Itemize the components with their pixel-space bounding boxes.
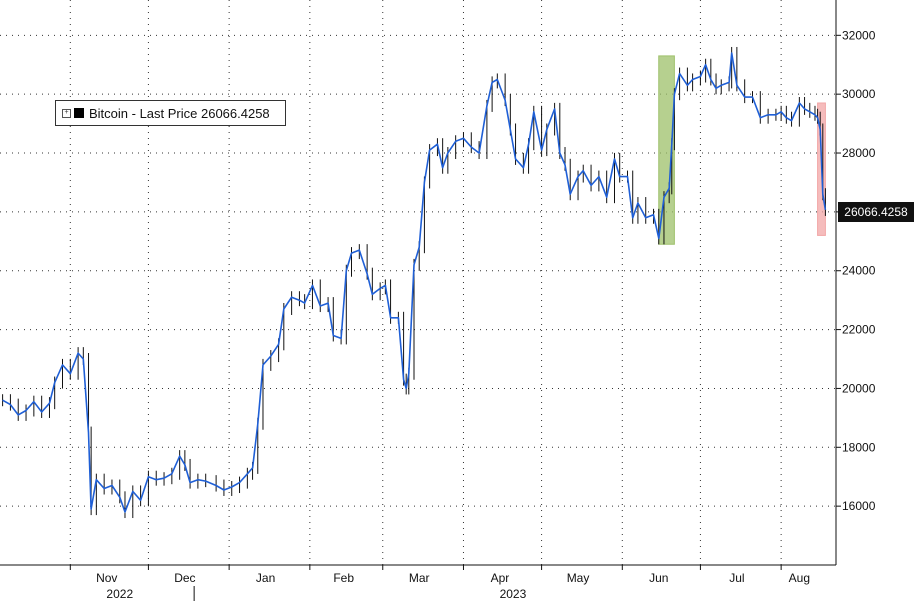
x-month-label: Dec <box>174 571 195 585</box>
price-line <box>2 52 827 513</box>
legend-expand-icon[interactable]: + <box>62 108 71 118</box>
x-month-label: May <box>567 571 590 585</box>
x-month-label: Jul <box>729 571 744 585</box>
y-tick-label: 18000 <box>842 440 876 454</box>
x-month-label: Aug <box>789 571 810 585</box>
y-tick-label: 22000 <box>842 323 876 337</box>
series-bitcoin <box>2 46 827 519</box>
x-month-label: Jun <box>649 571 668 585</box>
x-year-label: 2022 <box>106 587 133 601</box>
y-tick-label: 30000 <box>842 87 876 101</box>
y-tick-label: 20000 <box>842 381 876 395</box>
grid-lines <box>0 0 836 565</box>
x-month-label: Mar <box>409 571 430 585</box>
y-tick-label: 16000 <box>842 499 876 513</box>
highlight-boxes <box>658 55 826 245</box>
y-tick-label: 24000 <box>842 264 876 278</box>
legend-swatch <box>74 108 84 118</box>
axes: 1600018000200002200024000260002800030000… <box>0 0 876 601</box>
last-price-label: 26066.4258 <box>838 202 914 222</box>
x-month-label: Apr <box>491 571 510 585</box>
x-year-label: 2023 <box>500 587 527 601</box>
y-tick-label: 28000 <box>842 146 876 160</box>
legend: + Bitcoin - Last Price 26066.4258 <box>55 100 286 126</box>
x-month-label: Feb <box>333 571 354 585</box>
x-month-label: Jan <box>256 571 275 585</box>
x-month-label: Nov <box>96 571 117 585</box>
y-tick-label: 32000 <box>842 28 876 42</box>
legend-label: Bitcoin - Last Price 26066.4258 <box>89 105 270 121</box>
